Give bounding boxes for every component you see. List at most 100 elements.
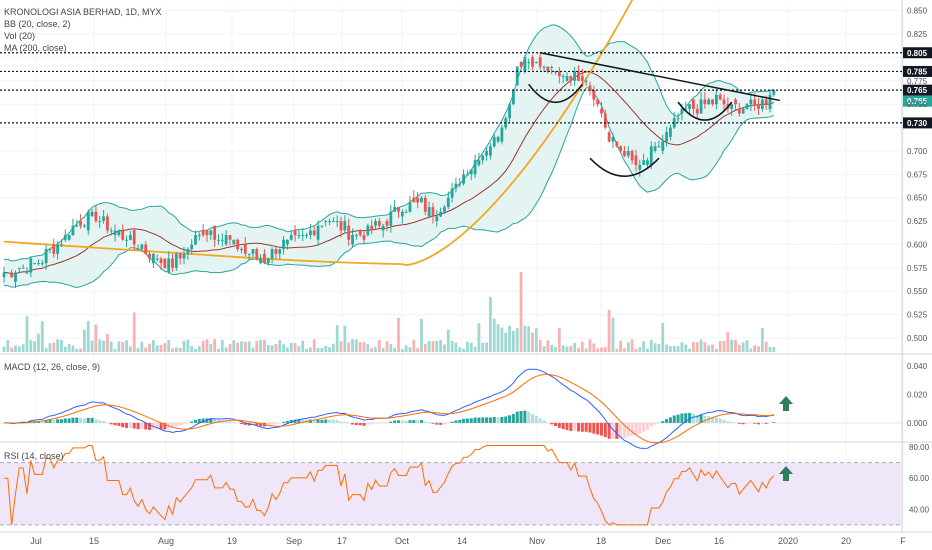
candle-body [462, 174, 465, 184]
macd-hist-bar [301, 419, 305, 423]
volume-bar [140, 341, 144, 352]
candle-body [554, 71, 557, 73]
candle-body [435, 216, 439, 222]
last-price-label: 0.765 [907, 97, 928, 106]
candle-body [485, 150, 488, 156]
volume-bar [466, 341, 469, 352]
candle-body [52, 244, 56, 254]
candle-body [213, 225, 217, 240]
candle-body [324, 221, 328, 223]
volume-bar [592, 343, 596, 352]
candle-body [557, 71, 561, 77]
candle-body [328, 221, 331, 223]
volume-bar [385, 341, 389, 352]
macd-hist-bar [44, 420, 48, 423]
candle-body [665, 132, 668, 142]
macd-hist-bar [538, 418, 542, 423]
macd-hist-bar [619, 422, 623, 439]
level-label: 0.765 [907, 86, 928, 95]
volume-bar [289, 343, 293, 352]
volume-bar [600, 347, 603, 352]
macd-hist-bar [316, 419, 320, 423]
volume-bar [714, 348, 718, 352]
volume-bar [420, 318, 423, 352]
volume-bar [596, 348, 600, 352]
candle-body [565, 76, 569, 81]
macd-hist-bar [232, 421, 236, 423]
volume-bar [638, 347, 642, 352]
candle-body [10, 272, 14, 278]
macd-hist-bar [182, 422, 186, 425]
volume-bar [515, 327, 519, 352]
macd-hist-bar [577, 422, 580, 432]
candle-body [224, 235, 228, 245]
indicator-lines [3, 0, 774, 275]
macd-hist-bar [645, 422, 649, 430]
macd-hist-bar [278, 422, 282, 424]
level-label: 0.785 [907, 67, 928, 76]
candle-body [71, 225, 75, 236]
volume-bar [40, 321, 44, 352]
candle-body [638, 164, 642, 170]
macd-hist-bar [508, 415, 512, 423]
macd-hist-bar [546, 422, 550, 424]
candle-body [477, 160, 481, 165]
volume-bar [67, 343, 71, 352]
candle-body [278, 249, 282, 254]
volume-bar [132, 312, 136, 352]
volume-bar [749, 348, 753, 352]
candle-body [335, 221, 339, 223]
candle-body [263, 253, 266, 264]
candle-body [561, 76, 565, 78]
macd-hist-bar [71, 417, 75, 423]
volume-bar [144, 347, 148, 352]
candle-body [331, 221, 335, 223]
macd-hist-bar [565, 422, 569, 431]
price-tick: 0.775 [907, 77, 928, 86]
macd-hist-bar [121, 422, 125, 428]
candle-body [577, 71, 580, 81]
volume-bar [56, 339, 60, 352]
price-tick: 0.600 [907, 240, 928, 249]
macd-hist-bar [63, 418, 67, 423]
candle-body [86, 211, 90, 231]
macd-hist-bar [366, 422, 370, 425]
volume-bar [538, 339, 542, 352]
candle-body [569, 76, 573, 81]
candle-body [148, 253, 151, 259]
price-tick: 0.675 [907, 170, 928, 179]
volume-bar [707, 345, 711, 352]
candle-body [358, 230, 362, 236]
candle-body [125, 239, 128, 241]
volume-bar [186, 339, 190, 352]
candle-body [423, 197, 427, 212]
macd-hist-bar [734, 422, 738, 423]
candle-body [511, 90, 515, 105]
candle-body [79, 221, 82, 226]
level-label-box [903, 117, 932, 129]
volume-bar [44, 348, 48, 352]
volume-bar [98, 339, 102, 352]
macd-hist-bar [190, 421, 194, 423]
volume-bar [197, 346, 201, 352]
candle-body [293, 230, 297, 236]
candle-body [596, 99, 600, 105]
candle-body [197, 235, 201, 237]
price-axis: 0.500 0.525 0.550 0.575 0.600 0.625 0.650 0.675… [907, 7, 930, 515]
volume-bar [255, 341, 259, 352]
candle-body [316, 225, 320, 240]
candle-body [113, 230, 117, 236]
symbol-title: KRONOLOGI ASIA BERHAD, 1D, MYX [4, 7, 162, 17]
macd-hist-bar [653, 422, 657, 425]
macd-hist-bar [412, 420, 416, 423]
candle-body [201, 230, 205, 236]
candle-body [21, 267, 25, 269]
macd-hist-bar [672, 415, 676, 423]
macd-hist-bar [404, 420, 408, 423]
volume-bar [527, 326, 531, 352]
macd-hist-bar [500, 416, 504, 423]
volume-bar [25, 316, 29, 352]
price-tick: 0.550 [907, 287, 928, 296]
volume-bar [228, 343, 232, 352]
date-tick: F [900, 536, 906, 546]
